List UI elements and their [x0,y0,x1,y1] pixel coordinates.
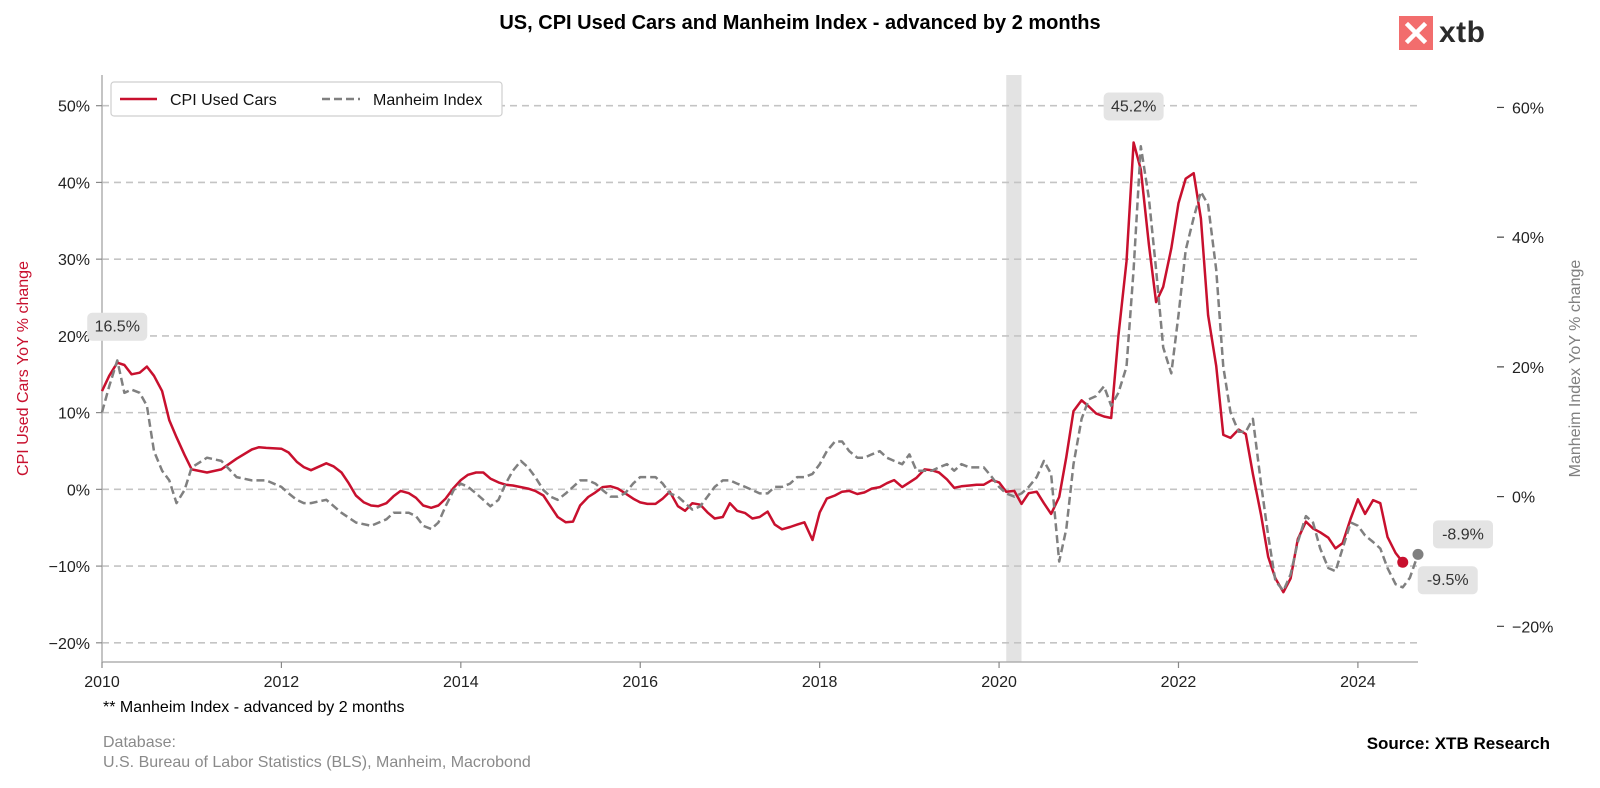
annotation-box [1433,520,1493,549]
legend-label-manheim: Manheim Index [373,92,482,109]
y-left-tick-label: −20% [49,636,90,653]
y-left-tick-label: 30% [58,252,90,269]
xtb-logo-icon [1399,16,1433,50]
y-left-tick-label: 40% [58,175,90,192]
x-tick-label: 2018 [802,674,838,691]
x-tick-label: 2012 [264,674,300,691]
y-left-tick-label: 0% [67,482,90,499]
footnote: ** Manheim Index - advanced by 2 months [103,699,405,716]
y-left-axis-label: CPI Used Cars YoY % change [15,261,32,476]
database-label: Database: [103,734,176,751]
x-tick-label: 2016 [622,674,658,691]
annotation-label: -8.9% [1442,526,1484,543]
y-right-axis-label: Manheim Index YoY % change [1567,260,1584,478]
y-right-tick-label: 60% [1512,100,1544,117]
annotation-box [87,312,148,341]
y-left-tick-label: 20% [58,329,90,346]
xtb-logo-text: xtb [1439,16,1486,49]
series-end-marker-manheim [1412,548,1424,560]
source-credit: Source: XTB Research [1366,734,1550,753]
x-tick-label: 2020 [981,674,1017,691]
series-end-marker-cpi [1397,556,1409,568]
y-left-tick-label: 50% [58,99,90,116]
y-left-tick-label: 10% [58,406,90,423]
legend: CPI Used Cars Manheim Index [110,81,503,117]
annotation-label: 16.5% [95,319,140,336]
y-right-tick-label: 40% [1512,230,1544,247]
recession-shade [1006,75,1022,662]
series-line-manheim-index [100,145,1420,592]
annotation-box [1417,566,1478,595]
x-tick-label: 2024 [1340,674,1376,691]
legend-label-cpi: CPI Used Cars [170,92,277,109]
legend-frame [110,81,503,117]
x-tick-label: 2014 [443,674,479,691]
x-tick-label: 2010 [84,674,120,691]
y-right-tick-label: −20% [1512,619,1553,636]
series-line-cpi-used-cars [100,141,1404,594]
annotation-box [1103,92,1164,121]
annotation-label: -9.5% [1427,572,1469,589]
xtb-logo: xtb [1399,16,1486,50]
database-sources: U.S. Bureau of Labor Statistics (BLS), M… [103,754,531,771]
x-tick-label: 2022 [1161,674,1197,691]
y-right-tick-label: 20% [1512,360,1544,377]
y-right-tick-label: 0% [1512,490,1535,507]
y-left-tick-label: −10% [49,559,90,576]
chart-title: US, CPI Used Cars and Manheim Index - ad… [499,12,1101,34]
annotation-label: 45.2% [1111,99,1156,116]
